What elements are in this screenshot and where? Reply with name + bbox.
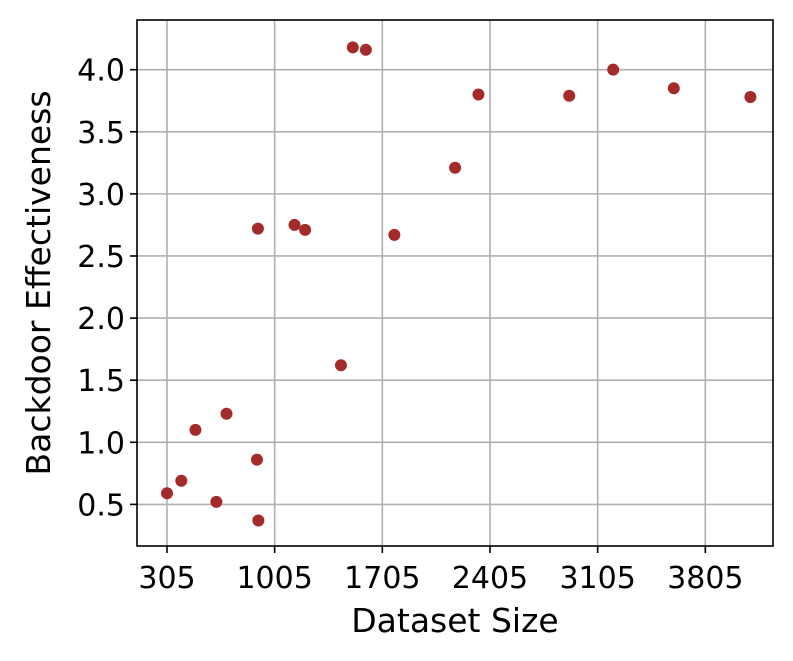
data-point <box>607 63 620 76</box>
data-point <box>210 495 223 508</box>
data-point <box>744 91 757 104</box>
data-point <box>563 89 576 102</box>
y-tick-label: 3.0 <box>77 178 125 213</box>
x-tick-label: 1705 <box>344 561 420 596</box>
y-tick-label: 4.0 <box>77 54 125 89</box>
plot-frame <box>136 19 774 547</box>
data-point <box>251 222 264 235</box>
data-point <box>359 43 372 56</box>
y-tick-label: 1.5 <box>77 364 125 399</box>
data-point <box>220 407 233 420</box>
data-point <box>288 218 301 231</box>
data-point <box>334 359 347 372</box>
data-point <box>252 514 265 527</box>
data-point <box>299 223 312 236</box>
x-tick-label: 3105 <box>559 561 635 596</box>
data-point <box>388 228 401 241</box>
x-tick-label: 2405 <box>452 561 528 596</box>
data-point <box>667 82 680 95</box>
grid <box>137 20 773 546</box>
data-point <box>449 161 462 174</box>
y-axis-ticks: 0.5 1.0 1.5 2.0 2.5 3.0 3.5 4.0 <box>77 54 137 523</box>
y-tick-label: 3.5 <box>77 116 125 151</box>
y-tick-label: 1.0 <box>77 426 125 461</box>
x-tick-label: 305 <box>138 561 195 596</box>
data-point <box>175 474 188 487</box>
data-point <box>160 487 173 500</box>
y-tick-label: 2.0 <box>77 302 125 337</box>
data-points <box>160 41 757 527</box>
y-tick-label: 2.5 <box>77 240 125 275</box>
x-axis-ticks: 305 1005 1705 2405 3105 3805 <box>138 546 744 596</box>
data-point <box>472 88 485 101</box>
data-point <box>250 453 263 466</box>
y-axis-title: Backdoor Effectiveness <box>19 90 58 475</box>
data-point <box>189 423 202 436</box>
x-tick-label: 3805 <box>667 561 743 596</box>
x-tick-label: 1005 <box>236 561 312 596</box>
data-point <box>346 41 359 54</box>
x-axis-title: Dataset Size <box>351 601 558 640</box>
y-tick-label: 0.5 <box>77 488 125 523</box>
